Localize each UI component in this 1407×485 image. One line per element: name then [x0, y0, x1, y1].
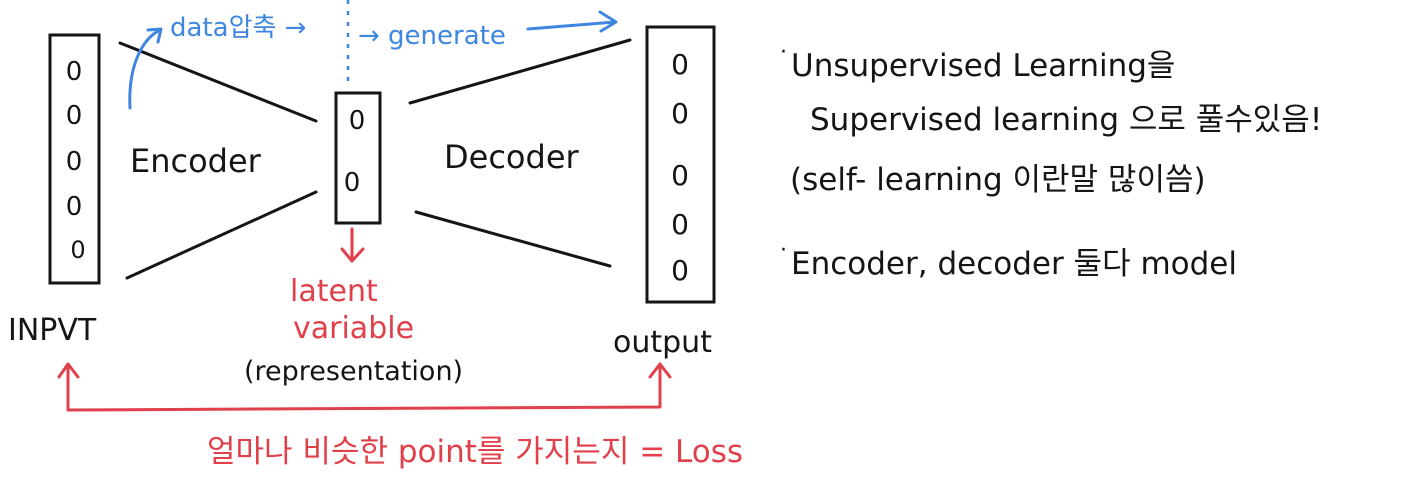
input-node: 0 [66, 57, 83, 87]
encoder-bottom-line [125, 190, 318, 280]
input-node: 0 [66, 147, 83, 177]
output-node: 0 [671, 48, 689, 81]
compress-curve-arrowhead [146, 27, 163, 44]
generate-arrowhead [598, 10, 618, 33]
input-node: 0 [70, 236, 85, 264]
note-line-1: · Unsupervised Learning을 [780, 40, 1175, 85]
latent-node: 0 [344, 168, 361, 198]
note-line-4: · Encoder, decoder 둘다 model [780, 238, 1237, 283]
loss-arrowhead-right [648, 362, 672, 379]
latent-layer-box [334, 91, 382, 225]
output-node: 0 [671, 208, 689, 241]
note-line-2: Supervised learning 으로 풀수있음! [810, 94, 1322, 139]
latent-label: latent [290, 274, 378, 309]
bullet: · [780, 40, 787, 65]
compress-curve-arrow [128, 28, 162, 110]
generate-arrow-line [526, 20, 617, 31]
decoder-label: Decoder [444, 138, 580, 176]
data-compress-label: data압축 → [170, 13, 306, 43]
input-node: 0 [66, 192, 83, 222]
output-label: output [613, 325, 712, 360]
loss-bracket-arrow [66, 364, 662, 412]
latent-down-arrowhead [340, 247, 365, 263]
input-label: INPVT [8, 313, 97, 348]
output-layer-box [645, 25, 716, 304]
note-text: Encoder, decoder 둘다 model [791, 246, 1237, 282]
decoder-bottom-line [414, 210, 612, 268]
loss-arrowhead-left [57, 362, 80, 379]
output-node: 0 [671, 97, 689, 130]
representation-label: (representation) [244, 356, 463, 387]
encoder-label: Encoder [130, 142, 262, 180]
note-line-3: (self- learning 이란말 많이씀) [790, 154, 1206, 199]
note-text: Unsupervised Learning을 [791, 48, 1176, 84]
input-layer-box [48, 33, 101, 285]
generate-label: → generate [358, 21, 506, 51]
loss-label: 얼마나 비슷한 point를 가지는지 = Loss [207, 434, 743, 470]
note-text: Supervised learning 으로 풀수있음! [810, 102, 1323, 138]
variable-label: variable [293, 311, 414, 346]
bullet: · [780, 238, 787, 263]
note-text: (self- learning 이란말 많이씀) [790, 162, 1206, 198]
encoder-top-line [118, 41, 318, 123]
latent-node: 0 [349, 106, 366, 136]
input-node: 0 [66, 101, 83, 131]
output-node: 0 [671, 159, 689, 192]
decoder-top-line [408, 38, 632, 105]
output-node: 0 [671, 254, 689, 287]
